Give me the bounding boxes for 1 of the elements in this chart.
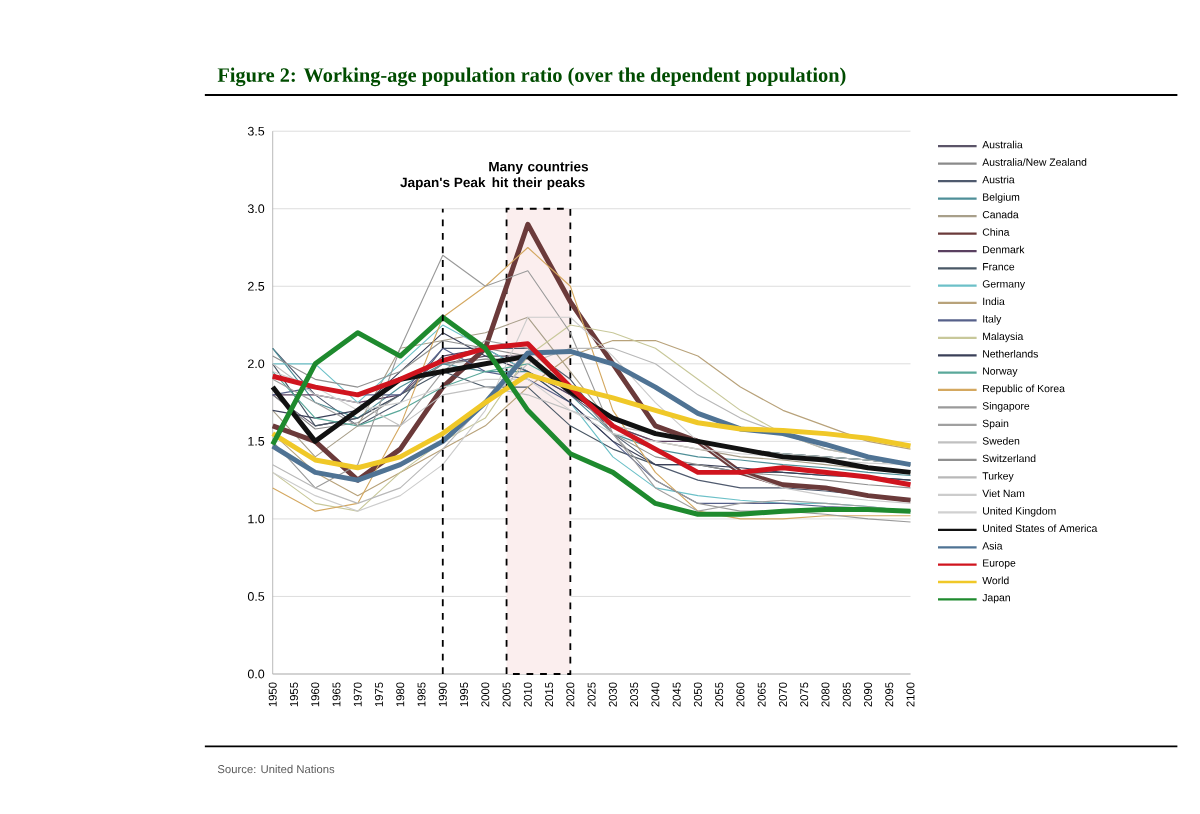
chart-title: Figure 2: Working-age population ratio (over the dependent population): [217, 67, 846, 87]
